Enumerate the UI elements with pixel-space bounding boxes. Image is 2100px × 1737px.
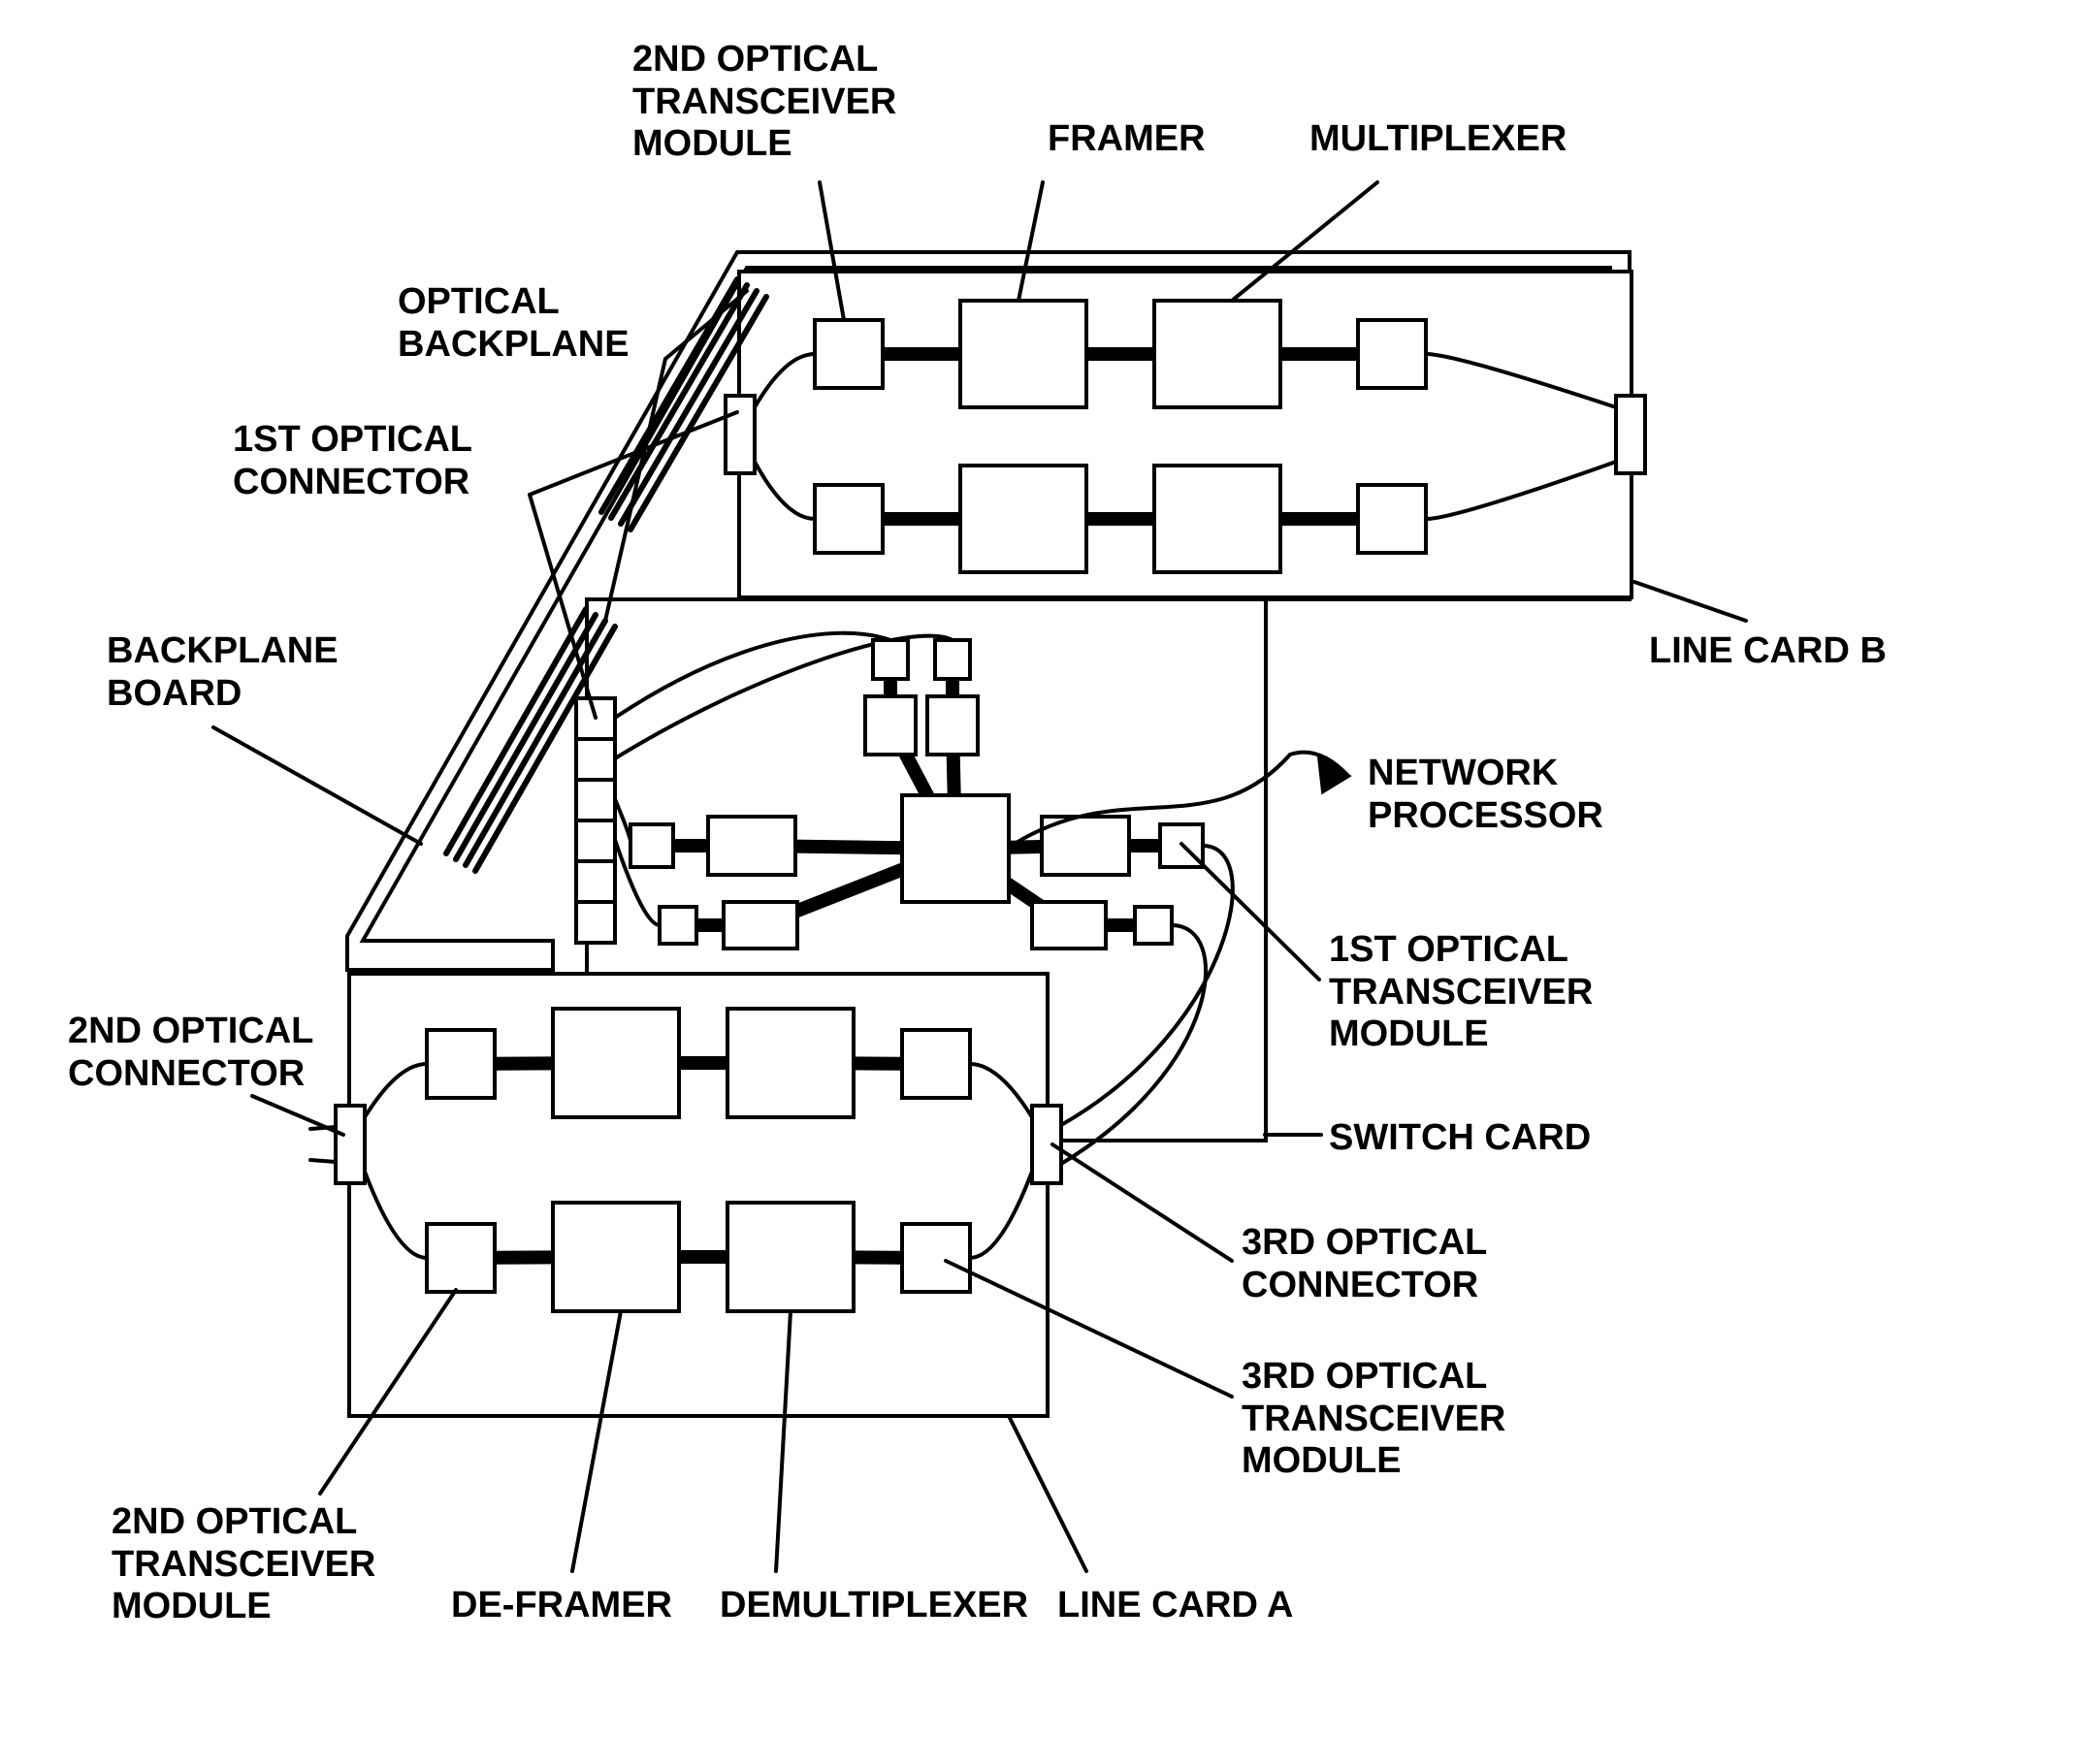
a-bot-mux — [727, 1203, 854, 1311]
network-processor — [902, 795, 1009, 902]
label-second_otm_bot: 2ND OPTICAL TRANSCEIVER MODULE — [112, 1501, 375, 1628]
label-third_opt_conn: 3RD OPTICAL CONNECTOR — [1242, 1222, 1487, 1306]
label-backplane_board: BACKPLANE BOARD — [107, 630, 339, 715]
sw-left-otm — [630, 824, 673, 867]
b-conn-right — [1616, 396, 1645, 473]
sw-top-l-t — [873, 640, 908, 679]
bp-conn-5 — [576, 902, 615, 943]
label-second_otm_top: 2ND OPTICAL TRANSCEIVER MODULE — [632, 39, 896, 166]
leader-line_card_b — [1634, 582, 1746, 621]
a-bot-otm — [427, 1224, 495, 1292]
sw-bl-otm — [660, 907, 696, 944]
sw-bl-box — [724, 902, 797, 949]
label-first_otm: 1ST OPTICAL TRANSCEIVER MODULE — [1329, 929, 1593, 1056]
sw-left-box — [708, 817, 795, 875]
b-bot-framer — [960, 466, 1086, 572]
bp-conn-3 — [576, 820, 615, 861]
a-bot-framer — [553, 1203, 679, 1311]
bp-conn-2 — [576, 780, 615, 820]
sw-top-r-t — [935, 640, 970, 679]
label-demux: DEMULTIPLEXER — [720, 1585, 1028, 1627]
b-top-framer — [960, 301, 1086, 407]
b-top-otm — [815, 320, 883, 388]
a-top-framer — [553, 1009, 679, 1117]
diagram-root: 2ND OPTICAL TRANSCEIVER MODULE FRAMER MULT… — [0, 0, 2100, 1737]
a-top-otm-r — [902, 1030, 970, 1098]
a-bot-otm-r — [902, 1224, 970, 1292]
b-top-otm-r — [1358, 320, 1426, 388]
a-ext-2 — [310, 1160, 336, 1162]
b-top-mux — [1154, 301, 1280, 407]
label-third_otm: 3RD OPTICAL TRANSCEIVER MODULE — [1242, 1356, 1505, 1483]
leader-line_card_a — [1009, 1416, 1086, 1571]
leader-backplane_board — [213, 727, 421, 844]
a-conn-left — [336, 1106, 365, 1183]
a-conn-right — [1032, 1106, 1061, 1183]
label-switch_card: SWITCH CARD — [1329, 1117, 1591, 1160]
leader-second_oc — [252, 1096, 343, 1135]
diagram-svg — [0, 0, 2100, 1737]
label-optical_backplane: OPTICAL BACKPLANE — [398, 281, 630, 366]
label-framer: FRAMER — [1048, 118, 1206, 161]
b-bot-mux — [1154, 466, 1280, 572]
b-conn-left — [726, 396, 755, 473]
label-second_opt_conn: 2ND OPTICAL CONNECTOR — [68, 1011, 313, 1095]
label-line_card_a: LINE CARD A — [1057, 1585, 1293, 1627]
b-bot-otm — [815, 485, 883, 553]
label-deframer: DE-FRAMER — [451, 1585, 672, 1627]
label-line_card_b: LINE CARD B — [1649, 630, 1887, 673]
a-top-mux — [727, 1009, 854, 1117]
sw-br-box — [1032, 902, 1106, 949]
bp-conn-4 — [576, 861, 615, 902]
sw-br-otm — [1135, 907, 1172, 944]
b-bot-otm-r — [1358, 485, 1426, 553]
label-multiplexer: MULTIPLEXER — [1309, 118, 1567, 161]
bp-conn-1 — [576, 739, 615, 780]
sw-top-l-b — [865, 696, 916, 755]
label-network_proc: NETWORK PROCESSOR — [1368, 753, 1603, 837]
label-first_opt_conn: 1ST OPTICAL CONNECTOR — [233, 419, 472, 503]
leader-third_oc — [1052, 1144, 1232, 1261]
sw-top-r-b — [927, 696, 978, 755]
a-top-otm — [427, 1030, 495, 1098]
